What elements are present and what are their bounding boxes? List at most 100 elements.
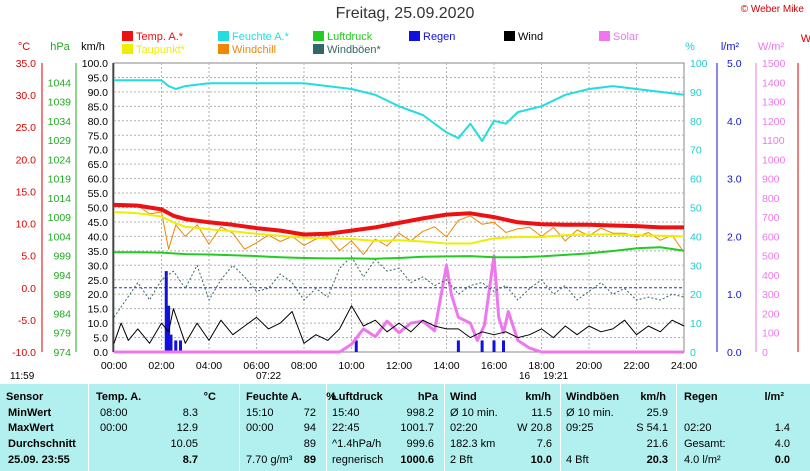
table-cell-value: 1000.6 (400, 454, 434, 466)
table-cell-value: 0.0 (774, 454, 790, 466)
table-header: % (326, 391, 336, 403)
solar-tick-label: 0 (762, 347, 768, 359)
humidity-tick-label: 0 (690, 347, 696, 359)
table-cell-value: 89 (303, 438, 316, 450)
solar-tick-label: 700 (762, 212, 780, 224)
table-cell-value: 89 (303, 454, 316, 466)
pressure-tick-label: 1004 (48, 231, 72, 243)
humidity-tick-label: 90 (690, 87, 702, 99)
humidity-tick-label: 20 (690, 289, 702, 301)
axis-labels: °C hPa km/h% l/m² W/m² W 35.0 30.0 25.0 20.0 15.0 1… (12, 33, 810, 372)
legend-swatch (122, 44, 133, 54)
table-cell-label: 7.70 g/m³ (246, 454, 293, 466)
humidity-tick-label: 60 (690, 174, 702, 186)
rain-bar (179, 340, 182, 352)
legend-item: Luftdruck (313, 31, 372, 44)
legend-swatch (504, 31, 515, 41)
humidity-unit: % (685, 41, 695, 53)
series-windchill-line (113, 204, 685, 255)
wind-tick-label: 75.0 (88, 130, 109, 142)
table-header: Luftdruck (332, 391, 383, 403)
table-cell-label: Gesamt: (684, 438, 726, 450)
legend-item: Temp. A.* (122, 31, 183, 44)
table-cell-value: 72 (303, 407, 316, 419)
legend-label: Regen (423, 31, 456, 43)
wind-tick-label: 5.0 (93, 333, 108, 345)
pressure-tick-label: 1044 (48, 77, 72, 89)
table-header: Sensor (6, 391, 44, 403)
table-separator (239, 384, 240, 471)
table-cell-label: 2 Bft (450, 454, 473, 466)
table-header: Windböen (566, 391, 620, 403)
x-tick-label: 02:00 (148, 360, 174, 372)
table-cell-value: W 20.8 (517, 422, 552, 434)
table-cell-value: 21.6 (646, 438, 668, 450)
pressure-tick-label: 994 (53, 270, 71, 282)
legend-label: Wind (518, 31, 544, 43)
solar-tick-label: 100 (762, 328, 780, 340)
temp-tick-label: 0.0 (21, 283, 36, 295)
humidity-tick-label: 70 (690, 145, 702, 157)
legend-item: Taupunkt* (122, 44, 185, 57)
legend-label: Windböen* (327, 44, 381, 56)
wind-tick-label: 90.0 (88, 87, 109, 99)
pressure-tick-label: 1029 (48, 135, 72, 147)
legend-swatch (409, 31, 420, 41)
wind-tick-label: 80.0 (88, 116, 109, 128)
pressure-tick-label: 1014 (48, 193, 72, 205)
row-label: 25.09. 23:55 (8, 454, 70, 466)
solar-tick-label: 400 (762, 270, 780, 282)
pressure-tick-label: 989 (53, 289, 71, 301)
table-separator (560, 384, 561, 471)
table-cell-value: 7.6 (536, 438, 552, 450)
rain-tick-label: 4.0 (727, 116, 742, 128)
wind-tick-label: 0.0 (93, 347, 108, 359)
x-tick-label: 22:00 (623, 360, 649, 372)
temp-tick-label: 35.0 (16, 58, 37, 70)
series-feuchtea-line (114, 79, 685, 142)
pressure-tick-label: 974 (53, 347, 71, 359)
temp-tick-label: 25.0 (16, 122, 37, 134)
left-marker: 11:59 (10, 371, 35, 382)
x-tick-label: 08:00 (291, 360, 317, 372)
pressure-tick-label: 1024 (48, 154, 72, 166)
legend-swatch (313, 31, 324, 41)
extra-unit: W (801, 33, 810, 45)
rain-bar (480, 340, 484, 352)
temp-tick-label: 5.0 (21, 251, 36, 263)
rain-bar (167, 305, 171, 352)
x-tick-label: 16:00 (481, 360, 507, 372)
solar-tick-label: 600 (762, 231, 780, 243)
temp-unit: °C (18, 41, 30, 53)
table-cell-label: 00:00 (100, 422, 128, 434)
legend-item: Windböen* (313, 44, 381, 57)
wind-tick-label: 70.0 (88, 145, 109, 157)
temp-tick-label: 15.0 (16, 186, 37, 198)
wind-tick-label: 15.0 (88, 304, 109, 316)
wind-unit: km/h (81, 41, 105, 53)
pressure-tick-label: 1034 (48, 116, 72, 128)
series-wind-line (113, 305, 685, 344)
x-tick-label: 04:00 (196, 360, 222, 372)
chart-series (113, 79, 685, 354)
x-tick-label: 20:00 (576, 360, 602, 372)
table-cell-value: S 54.1 (636, 422, 668, 434)
wind-tick-label: 50.0 (88, 203, 109, 215)
pressure-tick-label: 984 (53, 308, 71, 320)
table-separator (676, 384, 677, 471)
legend-swatch (218, 31, 229, 41)
pressure-tick-label: 1039 (48, 97, 72, 109)
legend-swatch (599, 31, 610, 41)
table-cell-label: 00:00 (246, 422, 274, 434)
solar-tick-label: 900 (762, 174, 780, 186)
solar-tick-label: 500 (762, 251, 780, 263)
legend-item: Regen (409, 31, 455, 44)
series-taupunkt-line (113, 211, 685, 245)
humidity-tick-label: 30 (690, 260, 702, 272)
solar-tick-label: 800 (762, 193, 780, 205)
table-cell-label: regnerisch (332, 454, 384, 466)
sunrise-time: 07:22 (256, 371, 282, 382)
legend-label: Feuchte A.* (232, 31, 289, 43)
rain-tick-label: 1.0 (727, 289, 742, 301)
table-cell-value: 1001.7 (400, 422, 434, 434)
